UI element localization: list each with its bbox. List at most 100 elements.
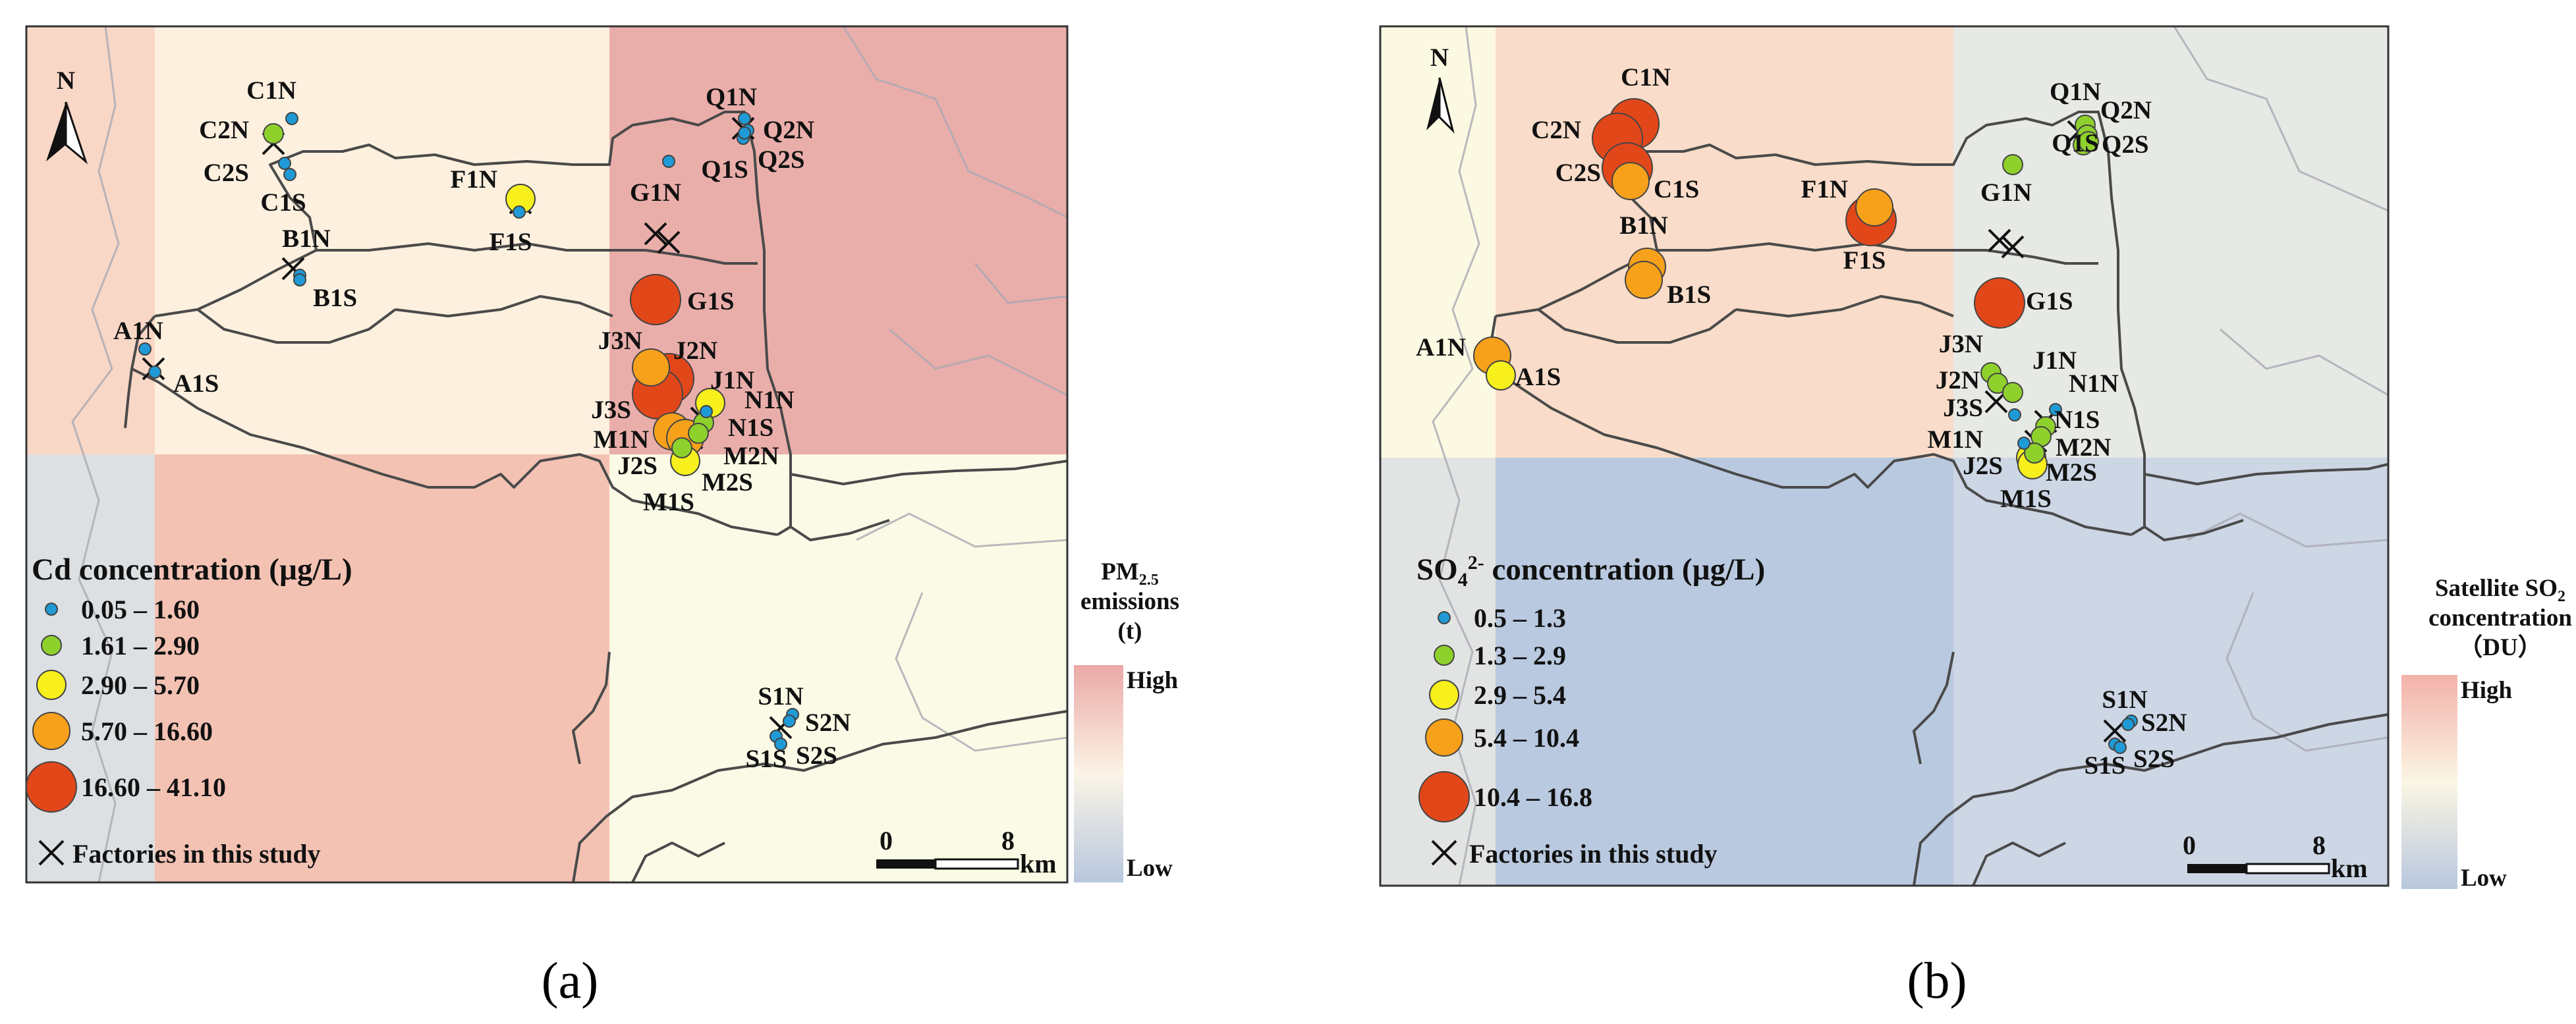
county-boundary bbox=[789, 519, 890, 541]
site-label-q1n: Q1N bbox=[706, 83, 757, 111]
bg-cell-s bbox=[155, 454, 609, 882]
legend-class-label: 16.60 – 41.10 bbox=[81, 772, 226, 802]
colorbar-title-3: （DU） bbox=[2458, 633, 2542, 661]
sampling-site-m2s bbox=[2024, 443, 2045, 464]
so4-subscript: 4 bbox=[1458, 569, 1468, 591]
site-label-f1s: F1S bbox=[1843, 246, 1886, 275]
sampling-site-q2s bbox=[2078, 131, 2099, 152]
factory-cross-stroke bbox=[281, 257, 305, 281]
colorbar-title-3: (t) bbox=[1118, 618, 1142, 645]
county-boundary bbox=[316, 242, 758, 265]
legend-items: 0.5 – 1.3 1.3 – 2.9 2.9 – 5.4 5.4 – 10.4 10.… bbox=[1418, 603, 1592, 866]
site-label-j1n: J1N bbox=[710, 366, 754, 394]
site-label-c2n: C2N bbox=[199, 116, 249, 144]
county-boundary bbox=[631, 842, 725, 882]
site-label-m1s: M1S bbox=[643, 488, 694, 516]
site-label-j3n: J3N bbox=[1939, 330, 1983, 358]
faint-border bbox=[889, 328, 1067, 396]
site-label-n1n: N1N bbox=[2069, 369, 2119, 398]
bg-cell-ne bbox=[1953, 26, 2388, 458]
site-label-j2n: J2N bbox=[1936, 366, 1980, 394]
legend-swatch bbox=[32, 712, 70, 750]
county-boundary bbox=[1913, 651, 1955, 765]
bg-cell-s bbox=[1496, 458, 1953, 886]
legend-class-label: 5.70 – 16.60 bbox=[81, 716, 213, 746]
panel-a-boundaries bbox=[124, 111, 1067, 882]
site-label-s1s: S1S bbox=[746, 745, 787, 773]
county-boundary bbox=[1913, 713, 2388, 886]
county-boundary bbox=[154, 111, 792, 536]
site-label-a1s: A1S bbox=[173, 369, 219, 398]
north-arrow-right bbox=[65, 101, 88, 165]
site-label-g1n: G1N bbox=[630, 178, 681, 207]
sampling-site-a1s bbox=[1486, 360, 1516, 391]
sampling-site-q2s bbox=[738, 126, 751, 140]
legend-title: Cd concentration (µg/L) bbox=[32, 552, 352, 587]
sampling-site-g1s bbox=[1974, 277, 2025, 329]
colorbar-high: High bbox=[2461, 677, 2513, 704]
site-label-g1s: G1S bbox=[2026, 287, 2073, 315]
colorbar-ramp bbox=[2401, 675, 2457, 889]
faint-border bbox=[842, 26, 1067, 219]
site-label-j3s: J3S bbox=[591, 396, 631, 424]
scale-zero: 0 bbox=[2183, 830, 2196, 860]
county-boundary bbox=[1972, 842, 2066, 886]
sampling-site-m2n bbox=[688, 423, 709, 444]
county-boundary bbox=[196, 308, 397, 344]
site-label-n1n: N1N bbox=[744, 386, 795, 414]
scale-unit: km bbox=[1020, 849, 1057, 878]
legend-title-rest: concentration (µg/L) bbox=[1484, 552, 1766, 587]
county-boundary bbox=[572, 651, 611, 765]
site-label-c1n: C1N bbox=[1621, 63, 1671, 92]
sampling-site-q1n bbox=[738, 112, 751, 125]
county-boundary bbox=[395, 295, 613, 317]
county-boundary bbox=[1484, 315, 2132, 536]
site-label-q2n: Q2N bbox=[2100, 96, 2152, 124]
sampling-site-g1s bbox=[630, 274, 681, 325]
sampling-site-b1s bbox=[1625, 261, 1663, 299]
site-label-q1n: Q1N bbox=[2050, 78, 2101, 106]
factory-cross-stroke bbox=[1431, 840, 1457, 866]
site-label-j2n: J2N bbox=[673, 337, 717, 365]
county-boundary bbox=[1537, 308, 1737, 344]
site-label-a1n: A1N bbox=[1416, 333, 1466, 362]
site-label-j3n: J3N bbox=[598, 327, 642, 355]
site-label-f1n: F1N bbox=[451, 165, 498, 194]
legend-class-label: 0.5 – 1.3 bbox=[1474, 603, 1566, 633]
sampling-site-f1s bbox=[513, 205, 526, 219]
faint-border bbox=[974, 263, 1067, 304]
scale-bar-light bbox=[934, 858, 1019, 870]
sampling-site-a1s bbox=[148, 365, 161, 379]
colorbar-title-1: Satellite SO2 bbox=[2435, 575, 2565, 605]
colorbar-low: Low bbox=[1127, 855, 1173, 882]
panel-a-caption: (a) bbox=[542, 952, 599, 1009]
colorbar-high: High bbox=[1127, 667, 1179, 694]
sampling-site-f1n bbox=[1855, 188, 1893, 227]
site-label-f1s: F1S bbox=[489, 228, 532, 256]
site-label-c1s: C1S bbox=[260, 188, 306, 217]
panel-b-legend: SO42- concentration (µg/L) 0.5 – 1.31.3 … bbox=[1416, 552, 1765, 869]
legend-swatch bbox=[41, 635, 62, 656]
site-label-g1s: G1S bbox=[687, 287, 735, 315]
site-label-s2n: S2N bbox=[805, 709, 851, 737]
factory-cross-stroke bbox=[1988, 229, 2011, 252]
site-label-j2s: J2S bbox=[617, 452, 658, 480]
site-label-m2n: M2N bbox=[2056, 433, 2111, 462]
bg-cell-se bbox=[1953, 458, 2388, 886]
sampling-site-c2n bbox=[263, 123, 284, 144]
site-label-q1s: Q1S bbox=[2052, 129, 2099, 157]
legend-class-label: 0.05 – 1.60 bbox=[81, 595, 200, 624]
county-boundary bbox=[2143, 519, 2244, 541]
site-label-f1n: F1N bbox=[1801, 175, 1849, 203]
panel-b-map: N C1N C2N C2S C1S F1N F1S B1N B1S A1N A1S Q1NQ2NQ1… bbox=[1379, 25, 2572, 1009]
north-arrow-icon: N bbox=[1426, 43, 1455, 134]
factory-cross-stroke bbox=[38, 840, 65, 866]
county-boundary bbox=[1657, 242, 2098, 265]
site-label-m1n: M1N bbox=[594, 425, 649, 454]
county-boundary bbox=[572, 710, 1067, 882]
factory-legend-icon bbox=[38, 840, 65, 866]
factory-cross-stroke bbox=[2001, 235, 2025, 259]
